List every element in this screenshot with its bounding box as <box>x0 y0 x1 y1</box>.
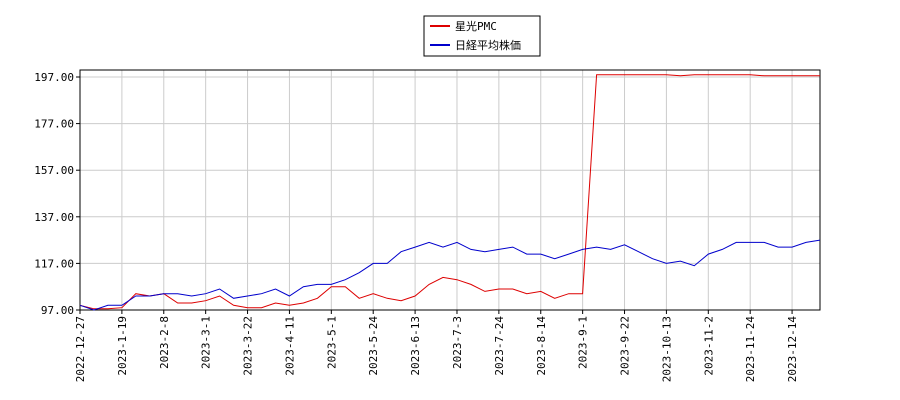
series-line <box>79 239 821 311</box>
legend-label: 星光PMC <box>455 19 497 33</box>
y-tick-label: 137.00 <box>34 211 74 224</box>
x-tick-label: 2023-2-8 <box>158 316 171 369</box>
plot-area <box>80 70 820 310</box>
y-tick-label: 97.00 <box>41 304 74 317</box>
x-tick-label: 2023-10-13 <box>660 316 673 382</box>
x-tick-label: 2023-5-24 <box>367 316 380 376</box>
legend-label: 日経平均株価 <box>455 38 521 52</box>
x-tick-label: 2022-12-27 <box>74 316 87 382</box>
x-tick-label: 2023-1-19 <box>116 316 129 376</box>
x-tick-label: 2023-4-11 <box>283 316 296 376</box>
x-tick-label: 2023-5-1 <box>325 316 338 369</box>
series-line <box>79 74 820 310</box>
x-tick-label: 2023-11-24 <box>744 316 757 383</box>
y-tick-label: 117.00 <box>34 257 74 270</box>
x-tick-label: 2023-12-14 <box>786 316 799 383</box>
x-tick-label: 2023-11-2 <box>702 316 715 376</box>
x-tick-label: 2023-7-3 <box>451 316 464 369</box>
x-tick-label: 2023-8-14 <box>535 316 548 376</box>
x-tick-label: 2023-7-24 <box>493 316 506 376</box>
plot-border <box>79 69 821 311</box>
x-tick-label: 2023-9-1 <box>577 316 590 369</box>
x-tick-label: 2023-6-13 <box>409 316 422 376</box>
y-tick-label: 197.00 <box>34 71 74 84</box>
y-tick-label: 157.00 <box>34 164 74 177</box>
x-tick-label: 2023-3-1 <box>200 316 213 369</box>
legend <box>423 15 541 57</box>
x-tick-label: 2023-9-22 <box>619 316 632 376</box>
x-tick-label: 2023-3-22 <box>242 316 255 376</box>
y-tick-label: 177.00 <box>34 118 74 131</box>
